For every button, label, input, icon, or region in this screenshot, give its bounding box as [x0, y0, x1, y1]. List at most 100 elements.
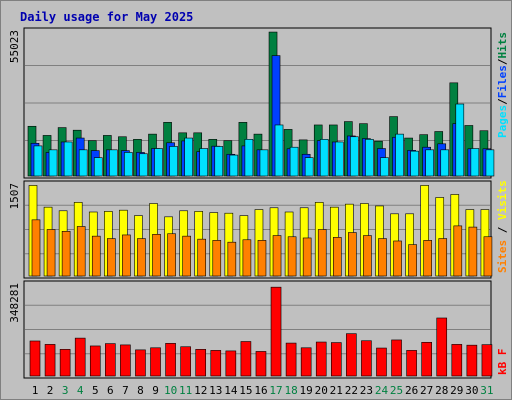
day-label-16: 16 — [254, 384, 267, 397]
day-label-24: 24 — [375, 384, 389, 397]
bar-sites-8 — [137, 238, 146, 277]
bar-sites-18 — [287, 236, 297, 277]
bar-kbf-26 — [406, 350, 417, 377]
chart-title: Daily usage for May 2025 — [20, 10, 193, 24]
panel-hits-files-pages: 55023 — [8, 27, 495, 179]
bar-sites-29 — [453, 225, 463, 277]
bar-kbf-28 — [436, 317, 448, 377]
bar-kbf-2 — [44, 344, 56, 377]
day-label-12: 12 — [194, 384, 207, 397]
bar-sites-12 — [197, 238, 207, 277]
bar-pages-9 — [154, 148, 163, 177]
bar-pages-13 — [214, 146, 224, 177]
day-label-7: 7 — [122, 384, 129, 397]
bar-kbf-9 — [150, 347, 161, 377]
bar-kbf-16 — [255, 351, 267, 377]
bar-sites-3 — [61, 231, 71, 277]
legend-item: / — [496, 58, 509, 65]
bar-pages-29 — [455, 103, 465, 177]
bar-sites-26 — [408, 244, 417, 277]
bar-kbf-7 — [120, 344, 131, 377]
bar-pages-2 — [48, 149, 58, 177]
legend-item: / — [496, 220, 509, 240]
day-label-3: 3 — [62, 384, 69, 397]
day-label-11: 11 — [179, 384, 192, 397]
day-label-18: 18 — [284, 384, 297, 397]
day-label-8: 8 — [137, 384, 144, 397]
bar-kbf-19 — [300, 347, 312, 377]
bar-kbf-5 — [89, 345, 101, 377]
bar-pages-27 — [425, 149, 434, 177]
bar-sites-28 — [438, 238, 448, 277]
bar-kbf-27 — [421, 341, 432, 377]
bar-pages-31 — [485, 149, 495, 177]
bar-kbf-10 — [165, 343, 176, 377]
bar-sites-15 — [242, 239, 252, 277]
bar-sites-9 — [152, 234, 161, 277]
panel-visits-sites: 1507 — [8, 180, 493, 279]
bar-pages-17 — [274, 124, 284, 177]
chart-legends: Pages/Files/Hits Sites / Visits kB F — [496, 32, 509, 375]
day-label-4: 4 — [77, 384, 84, 397]
bar-pages-3 — [63, 141, 73, 177]
legend-item: Visits — [496, 180, 509, 220]
bar-kbf-3 — [59, 349, 71, 377]
bar-kbf-30 — [466, 344, 478, 377]
legend: Pages/Files/Hits — [496, 32, 509, 138]
day-label-1: 1 — [32, 384, 39, 397]
bar-kbf-13 — [210, 350, 222, 377]
day-label-30: 30 — [465, 384, 478, 397]
bar-kbf-31 — [481, 344, 493, 377]
legend-item: / — [496, 98, 509, 105]
y-max-label: 1507 — [8, 183, 21, 210]
legend-item: Hits — [496, 32, 509, 59]
bar-pages-4 — [78, 149, 88, 177]
bar-pages-23 — [365, 139, 374, 177]
bar-sites-27 — [423, 240, 432, 277]
bar-pages-11 — [184, 137, 193, 177]
day-label-5: 5 — [92, 384, 99, 397]
day-label-25: 25 — [390, 384, 403, 397]
bar-pages-28 — [440, 149, 450, 177]
day-label-21: 21 — [330, 384, 343, 397]
bar-sites-25 — [393, 240, 402, 277]
bar-sites-22 — [348, 232, 357, 277]
legend: kB F — [496, 349, 509, 376]
bar-sites-1 — [31, 219, 41, 277]
day-label-27: 27 — [420, 384, 433, 397]
bar-sites-6 — [107, 238, 116, 277]
day-label-28: 28 — [435, 384, 448, 397]
bar-kbf-4 — [74, 337, 86, 377]
bar-kbf-23 — [361, 340, 372, 377]
bar-pages-21 — [334, 141, 344, 177]
legend-item: Files — [496, 65, 509, 98]
legend: Sites / Visits — [496, 180, 509, 273]
bar-sites-31 — [483, 236, 493, 277]
day-label-2: 2 — [47, 384, 54, 397]
bar-pages-18 — [289, 146, 299, 177]
bar-kbf-1 — [29, 340, 41, 377]
day-label-26: 26 — [405, 384, 418, 397]
day-label-6: 6 — [107, 384, 114, 397]
day-label-20: 20 — [315, 384, 328, 397]
y-max-label: 348281 — [8, 283, 21, 323]
bar-sites-21 — [332, 237, 342, 277]
bar-pages-22 — [350, 136, 359, 177]
bar-pages-19 — [304, 157, 314, 177]
chart-panels: 55023 1507 348281 — [8, 27, 495, 379]
bar-pages-8 — [139, 153, 148, 177]
day-label-19: 19 — [300, 384, 313, 397]
day-label-23: 23 — [360, 384, 373, 397]
bar-sites-30 — [468, 226, 478, 277]
legend-item: kB F — [496, 349, 509, 376]
bar-sites-13 — [212, 240, 222, 277]
bar-kbf-25 — [391, 339, 402, 377]
bar-kbf-20 — [315, 341, 327, 377]
bar-pages-16 — [259, 149, 269, 177]
bar-sites-23 — [363, 235, 372, 277]
bar-pages-25 — [395, 133, 404, 177]
bar-kbf-24 — [376, 347, 387, 377]
bar-sites-14 — [227, 241, 237, 277]
